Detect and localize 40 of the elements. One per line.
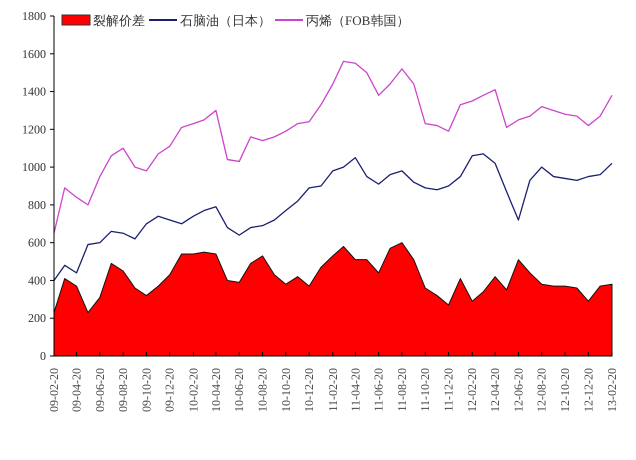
y-tick-label: 1200 [22, 122, 46, 136]
x-tick-label: 12-08-20 [534, 368, 549, 412]
x-tick-label: 12-02-20 [465, 368, 480, 412]
x-tick-label: 13-02-20 [605, 368, 619, 412]
legend-label: 石脑油（日本） [180, 13, 271, 28]
legend-label: 裂解价差 [93, 13, 145, 28]
x-tick-label: 11-02-20 [326, 368, 340, 412]
line-series [53, 153, 613, 282]
y-tick-label: 1400 [22, 84, 46, 99]
x-tick-label: 11-06-20 [372, 368, 386, 412]
x-tick-label: 10-06-20 [232, 368, 246, 412]
x-tick-label: 10-02-20 [186, 368, 200, 412]
y-tick-label: 1000 [22, 160, 46, 174]
x-tick-label: 11-04-20 [348, 368, 362, 412]
x-tick-label: 12-04-20 [488, 368, 502, 412]
x-tick-label: 12-06-20 [511, 368, 526, 412]
x-tick-label: 10-10-20 [278, 368, 293, 412]
x-tick-label: 09-08-20 [116, 368, 130, 412]
y-tick-label: 1800 [22, 9, 46, 23]
x-tick-label: 11-12-20 [442, 368, 456, 412]
x-tick-label: 10-12-20 [302, 368, 316, 412]
x-tick-label: 12-10-20 [558, 368, 572, 412]
x-tick-label: 11-10-20 [418, 368, 432, 412]
legend-label: 丙烯（FOB韩国） [306, 13, 410, 28]
y-tick-label: 1600 [22, 46, 46, 61]
x-tick-label: 11-08-20 [394, 368, 409, 412]
x-tick-label: 09-02-20 [47, 368, 61, 412]
x-tick-label: 09-06-20 [92, 368, 107, 412]
line-series [53, 60, 613, 234]
x-tick-label: 09-04-20 [70, 368, 84, 412]
x-tick-label: 12-12-20 [581, 368, 596, 412]
y-tick-label: 800 [28, 198, 46, 212]
y-tick-label: 200 [28, 311, 46, 326]
y-tick-label: 0 [40, 349, 46, 363]
y-tick-label: 600 [28, 236, 46, 250]
y-tick-label: 400 [28, 273, 46, 288]
x-tick-label: 10-08-20 [256, 368, 270, 412]
x-tick-label: 10-04-20 [208, 368, 223, 412]
x-tick-label: 09-10-20 [139, 368, 154, 412]
x-tick-label: 09-12-20 [162, 368, 177, 412]
